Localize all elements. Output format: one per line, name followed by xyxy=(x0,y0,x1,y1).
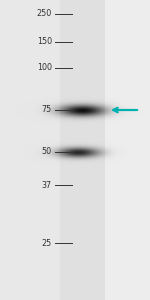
Text: 75: 75 xyxy=(42,106,52,115)
Text: 100: 100 xyxy=(37,64,52,73)
Text: 250: 250 xyxy=(37,10,52,19)
Text: 150: 150 xyxy=(37,38,52,46)
Text: 37: 37 xyxy=(42,181,52,190)
Text: 50: 50 xyxy=(42,148,52,157)
Text: 25: 25 xyxy=(42,238,52,247)
